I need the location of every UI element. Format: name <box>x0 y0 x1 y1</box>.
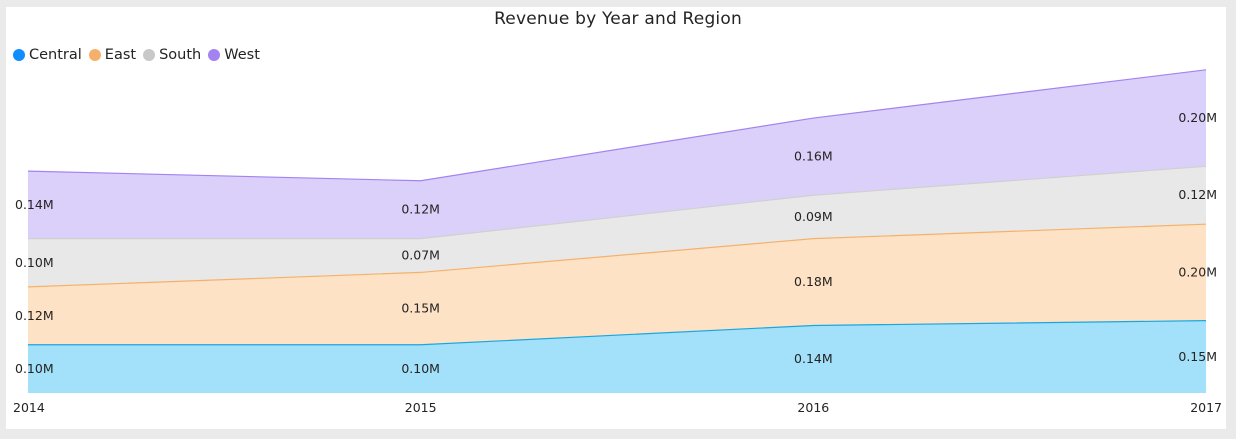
data-label-east: 0.15M <box>401 301 440 316</box>
legend-label: West <box>224 47 260 63</box>
legend-item-east[interactable]: East <box>88 47 137 63</box>
legend-label: South <box>159 47 202 63</box>
line-west <box>27 69 1207 182</box>
legend-label: Central <box>29 47 82 63</box>
data-label-south: 0.10M <box>15 255 54 270</box>
legend-marker <box>208 49 221 61</box>
line-east <box>27 223 1207 288</box>
area-west[interactable] <box>28 69 1206 239</box>
data-label-central: 0.10M <box>401 361 440 376</box>
x-tick-label: 2015 <box>405 400 437 415</box>
data-label-west: 0.12M <box>401 202 440 217</box>
legend: Central East South West <box>13 46 267 64</box>
data-label-south: 0.07M <box>401 248 440 263</box>
legend-item-south[interactable]: South <box>143 47 201 63</box>
data-label-west: 0.20M <box>1178 110 1217 125</box>
data-label-south: 0.12M <box>1178 187 1217 202</box>
line-south <box>28 165 1207 240</box>
line-central <box>28 320 1207 346</box>
legend-item-west[interactable]: West <box>208 47 260 63</box>
data-label-central: 0.15M <box>1178 349 1217 364</box>
legend-marker <box>13 49 25 61</box>
data-label-central: 0.10M <box>15 361 54 376</box>
x-tick-label: 2016 <box>797 400 829 415</box>
area-south[interactable] <box>28 166 1206 287</box>
area-east[interactable] <box>28 224 1206 345</box>
data-label-west: 0.14M <box>15 197 54 212</box>
data-label-central: 0.14M <box>794 351 833 366</box>
x-tick-label: 2017 <box>1190 400 1222 415</box>
data-label-south: 0.09M <box>794 209 833 224</box>
chart-title: Revenue by Year and Region <box>494 9 742 29</box>
legend-item-central[interactable]: Central <box>13 47 82 63</box>
data-label-east: 0.18M <box>794 274 833 289</box>
legend-label: East <box>104 47 137 63</box>
data-label-east: 0.20M <box>1178 264 1217 279</box>
legend-marker <box>88 49 101 61</box>
data-label-west: 0.16M <box>794 149 833 164</box>
area-central[interactable] <box>28 320 1206 393</box>
x-tick-label: 2014 <box>13 400 45 415</box>
data-label-east: 0.12M <box>15 308 54 323</box>
legend-marker <box>143 49 156 61</box>
